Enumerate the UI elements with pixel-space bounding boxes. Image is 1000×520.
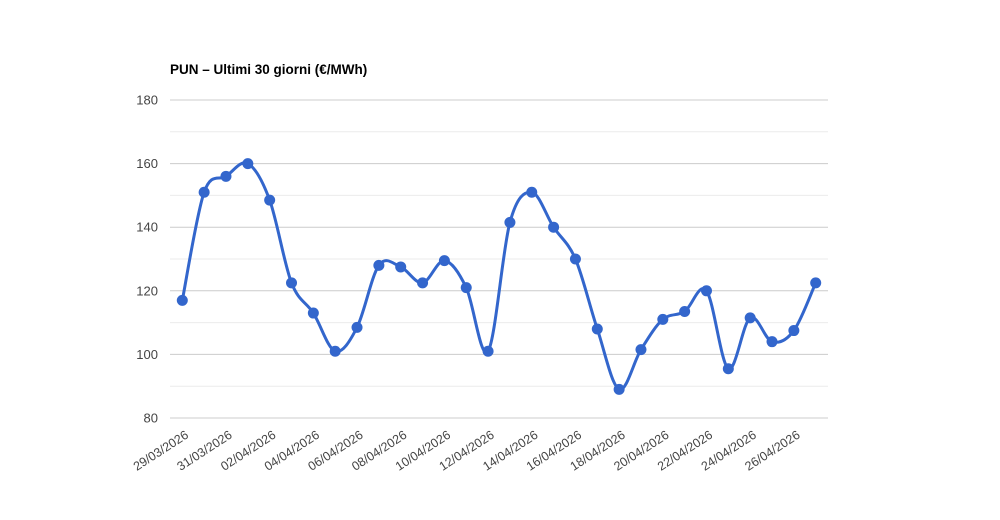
data-point[interactable]: [460, 282, 472, 294]
data-point[interactable]: [395, 261, 407, 273]
data-point[interactable]: [264, 194, 276, 206]
data-point[interactable]: [220, 170, 232, 182]
chart-title: PUN – Ultimi 30 giorni (€/MWh): [170, 62, 368, 77]
data-point[interactable]: [351, 321, 363, 333]
data-point[interactable]: [635, 344, 647, 356]
data-point[interactable]: [744, 312, 756, 324]
data-point[interactable]: [417, 277, 429, 289]
data-point[interactable]: [548, 221, 560, 233]
data-point[interactable]: [242, 158, 254, 170]
data-point[interactable]: [591, 323, 603, 335]
series-line: [180, 161, 818, 391]
data-point[interactable]: [307, 307, 319, 319]
data-point[interactable]: [198, 186, 210, 198]
data-point[interactable]: [526, 186, 538, 198]
y-axis-label: 140: [136, 220, 158, 235]
y-axis-label: 180: [136, 93, 158, 108]
data-point[interactable]: [679, 305, 691, 317]
data-point[interactable]: [657, 313, 669, 325]
data-point[interactable]: [788, 325, 800, 337]
data-point[interactable]: [329, 345, 341, 357]
y-axis-label: 100: [136, 347, 158, 362]
data-point[interactable]: [438, 255, 450, 267]
data-point[interactable]: [700, 285, 712, 297]
data-point[interactable]: [810, 277, 822, 289]
data-point[interactable]: [373, 259, 385, 271]
data-point[interactable]: [286, 277, 298, 289]
data-point[interactable]: [722, 363, 734, 375]
data-point[interactable]: [482, 345, 494, 357]
data-point[interactable]: [766, 336, 778, 348]
y-axis-label: 80: [144, 411, 158, 426]
data-point[interactable]: [613, 383, 625, 395]
y-axis-label: 160: [136, 156, 158, 171]
data-point[interactable]: [504, 216, 516, 228]
data-point[interactable]: [569, 253, 581, 265]
data-point[interactable]: [176, 294, 188, 306]
y-axis-label: 120: [136, 283, 158, 298]
